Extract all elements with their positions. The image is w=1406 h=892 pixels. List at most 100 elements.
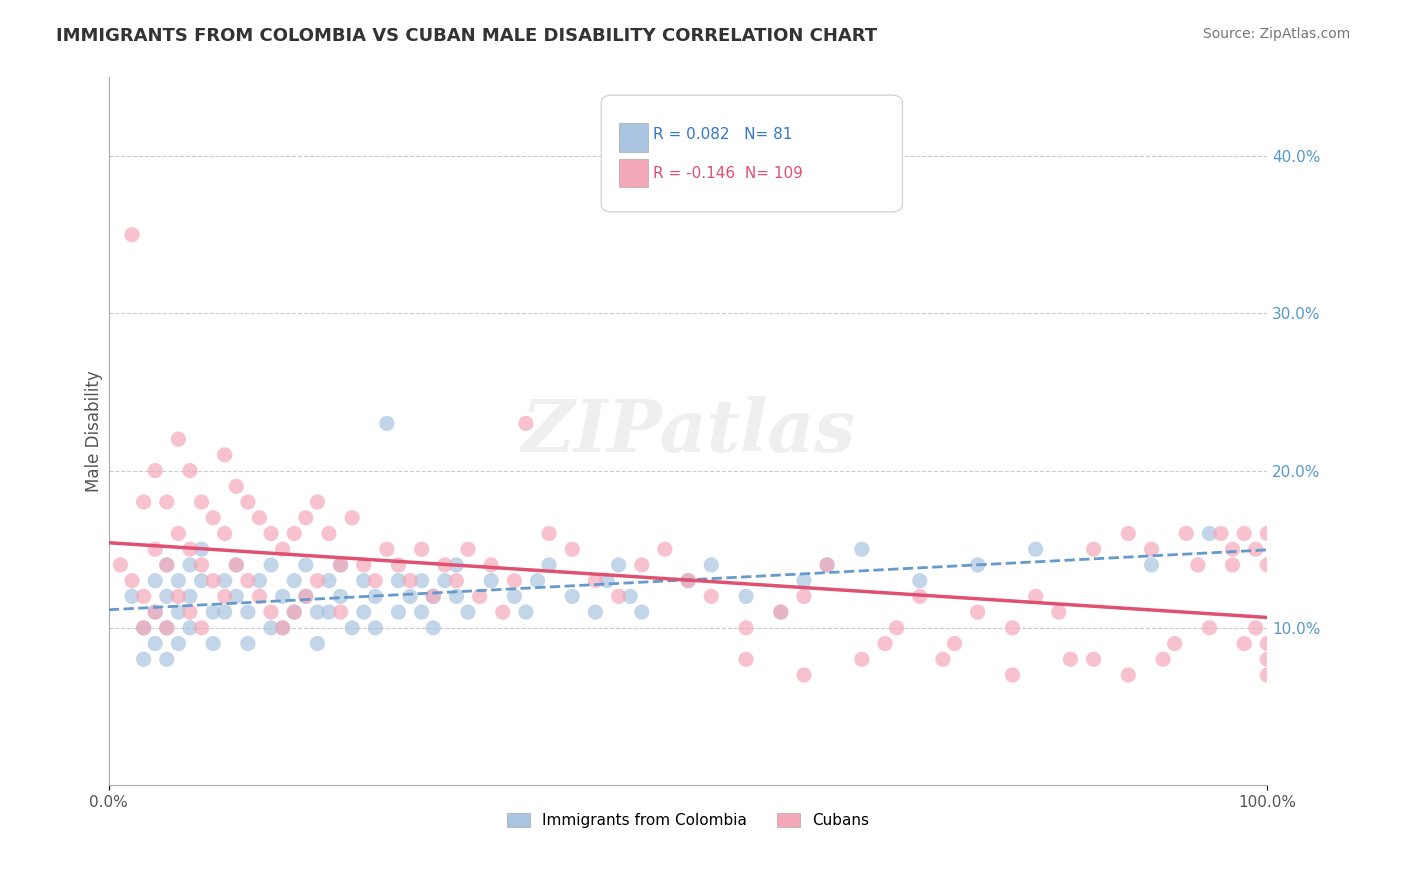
Cubans — [583, 574, 606, 588]
Cubans — [492, 605, 515, 619]
Cubans — [1256, 652, 1278, 666]
Cubans — [1047, 605, 1070, 619]
Text: R = -0.146  N= 109: R = -0.146 N= 109 — [654, 166, 803, 181]
Cubans — [1152, 652, 1174, 666]
Immigrants from Colombia — [411, 605, 433, 619]
Cubans — [249, 510, 271, 524]
Immigrants from Colombia — [676, 574, 699, 588]
Cubans — [260, 526, 283, 541]
Cubans — [503, 574, 526, 588]
Immigrants from Colombia — [399, 590, 422, 604]
Cubans — [1198, 621, 1220, 635]
Cubans — [1083, 542, 1105, 557]
Cubans — [340, 510, 363, 524]
Cubans — [202, 510, 225, 524]
Cubans — [121, 574, 143, 588]
Immigrants from Colombia — [260, 558, 283, 572]
Cubans — [399, 574, 422, 588]
Cubans — [1118, 668, 1140, 682]
Cubans — [260, 605, 283, 619]
Cubans — [214, 590, 236, 604]
Text: ZIPatlas: ZIPatlas — [522, 396, 855, 467]
Cubans — [1233, 636, 1256, 650]
Cubans — [179, 542, 201, 557]
Immigrants from Colombia — [156, 621, 179, 635]
Cubans — [1233, 526, 1256, 541]
Cubans — [515, 417, 537, 431]
Cubans — [561, 542, 583, 557]
Immigrants from Colombia — [630, 605, 652, 619]
FancyBboxPatch shape — [619, 159, 648, 187]
Cubans — [433, 558, 456, 572]
Cubans — [654, 542, 676, 557]
Cubans — [225, 479, 247, 493]
Cubans — [294, 590, 316, 604]
Immigrants from Colombia — [619, 590, 641, 604]
Cubans — [156, 621, 179, 635]
Cubans — [630, 558, 652, 572]
Cubans — [132, 590, 155, 604]
Text: Source: ZipAtlas.com: Source: ZipAtlas.com — [1202, 27, 1350, 41]
Immigrants from Colombia — [318, 605, 340, 619]
Immigrants from Colombia — [214, 605, 236, 619]
Immigrants from Colombia — [769, 605, 792, 619]
Immigrants from Colombia — [966, 558, 988, 572]
Immigrants from Colombia — [294, 590, 316, 604]
Cubans — [307, 495, 329, 509]
Cubans — [167, 432, 190, 446]
Immigrants from Colombia — [908, 574, 931, 588]
Immigrants from Colombia — [156, 558, 179, 572]
Immigrants from Colombia — [353, 574, 375, 588]
Cubans — [1209, 526, 1232, 541]
Cubans — [156, 558, 179, 572]
Cubans — [307, 574, 329, 588]
Immigrants from Colombia — [225, 590, 247, 604]
Immigrants from Colombia — [190, 542, 212, 557]
Cubans — [966, 605, 988, 619]
Cubans — [353, 558, 375, 572]
Immigrants from Colombia — [446, 558, 468, 572]
Y-axis label: Male Disability: Male Disability — [86, 370, 103, 492]
Cubans — [1256, 636, 1278, 650]
Immigrants from Colombia — [167, 574, 190, 588]
Immigrants from Colombia — [526, 574, 548, 588]
Cubans — [143, 605, 166, 619]
Cubans — [190, 495, 212, 509]
Cubans — [1222, 558, 1244, 572]
Cubans — [1001, 668, 1024, 682]
Cubans — [793, 590, 815, 604]
Legend: Immigrants from Colombia, Cubans: Immigrants from Colombia, Cubans — [501, 806, 876, 834]
Immigrants from Colombia — [202, 605, 225, 619]
Immigrants from Colombia — [179, 590, 201, 604]
Immigrants from Colombia — [422, 590, 444, 604]
Cubans — [1256, 526, 1278, 541]
Cubans — [364, 574, 387, 588]
Immigrants from Colombia — [179, 558, 201, 572]
Cubans — [214, 448, 236, 462]
Immigrants from Colombia — [340, 621, 363, 635]
FancyBboxPatch shape — [602, 95, 903, 212]
FancyBboxPatch shape — [619, 123, 648, 152]
Immigrants from Colombia — [446, 590, 468, 604]
Immigrants from Colombia — [307, 605, 329, 619]
Cubans — [1163, 636, 1185, 650]
Cubans — [1244, 542, 1267, 557]
Cubans — [214, 526, 236, 541]
Immigrants from Colombia — [700, 558, 723, 572]
Immigrants from Colombia — [143, 636, 166, 650]
Cubans — [132, 495, 155, 509]
Immigrants from Colombia — [479, 574, 502, 588]
Cubans — [1187, 558, 1209, 572]
Cubans — [538, 526, 561, 541]
Immigrants from Colombia — [457, 605, 479, 619]
Cubans — [1244, 621, 1267, 635]
Cubans — [422, 590, 444, 604]
Immigrants from Colombia — [179, 621, 201, 635]
Immigrants from Colombia — [283, 574, 305, 588]
Immigrants from Colombia — [190, 574, 212, 588]
Cubans — [735, 621, 758, 635]
Immigrants from Colombia — [329, 558, 352, 572]
Text: IMMIGRANTS FROM COLOMBIA VS CUBAN MALE DISABILITY CORRELATION CHART: IMMIGRANTS FROM COLOMBIA VS CUBAN MALE D… — [56, 27, 877, 45]
Immigrants from Colombia — [236, 605, 259, 619]
Immigrants from Colombia — [1140, 558, 1163, 572]
